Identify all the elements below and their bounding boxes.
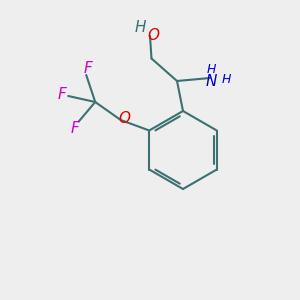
Text: O: O [118,111,130,126]
Text: F: F [57,87,66,102]
Text: O: O [147,28,159,44]
Text: H: H [135,20,146,35]
Text: F: F [83,61,92,76]
Text: F: F [71,121,80,136]
Text: H: H [222,73,231,86]
Text: N: N [206,74,217,88]
Text: H: H [207,63,216,76]
